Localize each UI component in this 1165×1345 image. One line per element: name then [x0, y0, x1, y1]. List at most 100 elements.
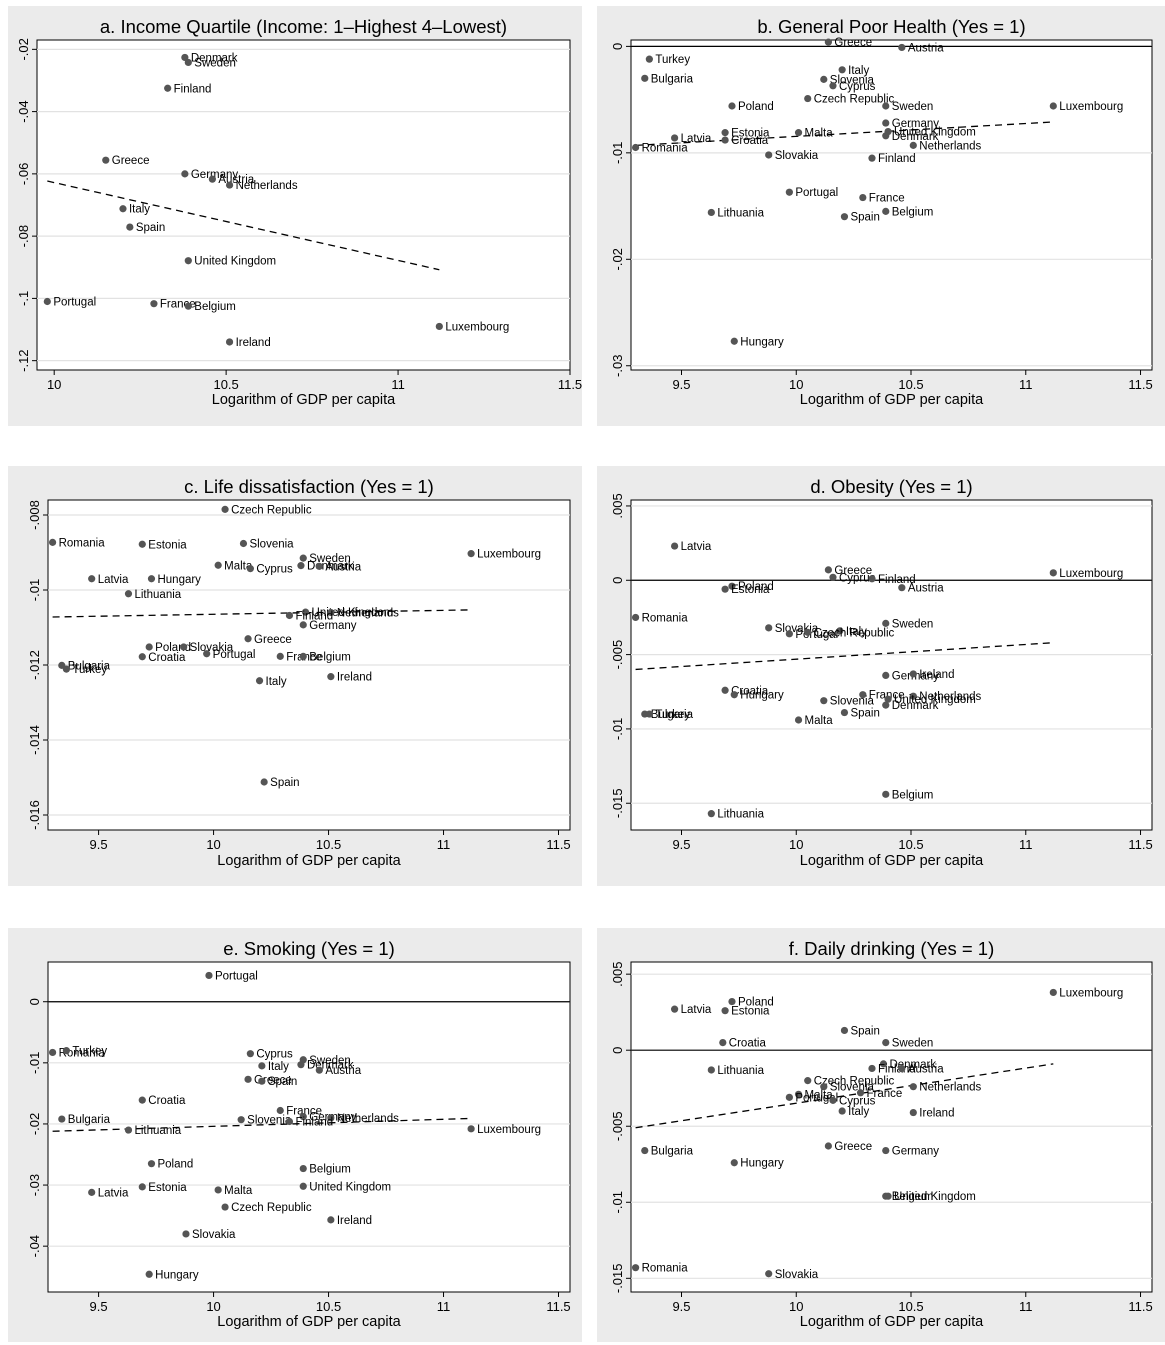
point-label: Slovakia	[192, 1229, 236, 1241]
data-point	[804, 1077, 811, 1084]
panel-d: .0050-.005-.01-.0159.5 10 10.5 11 11.5Latvia…	[597, 466, 1165, 886]
point-label: Hungary	[740, 336, 784, 348]
x-tick-label: 11.5	[1128, 1299, 1152, 1314]
x-tick-label: 9.5	[90, 837, 108, 852]
data-point	[839, 1107, 846, 1114]
x-tick-label: 10.5	[898, 837, 923, 852]
data-point	[180, 643, 187, 650]
point-label: Finland	[174, 83, 212, 95]
data-point	[708, 1066, 715, 1073]
x-tick-label: 11	[1019, 377, 1033, 392]
point-label: Spain	[270, 777, 299, 789]
point-label: Spain	[850, 1025, 879, 1037]
point-label: United Kingdom	[194, 256, 276, 268]
data-point	[882, 791, 889, 798]
data-point	[898, 1065, 905, 1072]
point-label: Sweden	[892, 101, 934, 113]
x-tick-label: 10.5	[898, 1299, 923, 1314]
point-label: Ireland	[337, 1215, 372, 1227]
data-point	[139, 1183, 146, 1190]
point-label: Netherlands	[919, 1082, 981, 1094]
y-tick-label: -.06	[16, 163, 31, 185]
data-point	[226, 181, 233, 188]
x-axis-label: Logarithm of GDP per capita	[800, 853, 984, 869]
y-tick-label: -.04	[27, 1235, 42, 1257]
y-tick-label: -.1	[16, 291, 31, 306]
data-point	[910, 670, 917, 677]
point-label: Cyprus	[256, 1049, 293, 1061]
data-point	[829, 1097, 836, 1104]
panel-b: 0-.01-.02-.039.5 10 10.5 11 11.5Greece Austri…	[597, 6, 1165, 426]
point-label: Slovenia	[247, 1115, 292, 1127]
y-tick-label: -.04	[16, 100, 31, 122]
y-tick-label: -.016	[27, 800, 42, 830]
y-tick-label: -.014	[27, 725, 42, 755]
x-tick-label: 11	[1019, 837, 1033, 852]
data-point	[300, 621, 307, 628]
x-tick-label: 11	[391, 377, 405, 392]
data-point	[882, 1147, 889, 1154]
data-point	[646, 710, 653, 717]
point-label: Luxembourg	[445, 321, 509, 333]
point-label: Italy	[266, 676, 287, 688]
data-point	[244, 1076, 251, 1083]
panel-title: a. Income Quartile (Income: 1–Highest 4–…	[100, 16, 507, 37]
x-tick-label: 11.5	[546, 1299, 570, 1314]
y-tick-label: -.12	[16, 349, 31, 371]
data-point	[728, 102, 735, 109]
point-label: Slovakia	[775, 150, 819, 162]
point-label: Poland	[738, 101, 774, 113]
point-label: Belgium	[309, 1164, 351, 1176]
data-point	[825, 39, 832, 46]
x-axis-label: Logarithm of GDP per capita	[217, 853, 401, 869]
point-label: Croatia	[148, 1095, 186, 1107]
point-label: Belgium	[194, 301, 236, 313]
x-tick-label: 10.5	[213, 377, 238, 392]
data-point	[139, 541, 146, 548]
point-label: Ireland	[236, 337, 271, 349]
panel-title: f. Daily drinking (Yes = 1)	[789, 938, 994, 959]
data-point	[327, 673, 334, 680]
data-point	[316, 563, 323, 570]
point-label: Lithuania	[717, 207, 764, 219]
point-label: Lithuania	[717, 809, 764, 821]
data-point	[804, 629, 811, 636]
panel-title: b. General Poor Health (Yes = 1)	[757, 16, 1025, 37]
data-point	[671, 134, 678, 141]
data-point	[238, 1116, 245, 1123]
data-point	[765, 1270, 772, 1277]
data-point	[820, 697, 827, 704]
data-point	[209, 176, 216, 183]
data-point	[632, 614, 639, 621]
point-label: Poland	[157, 1159, 193, 1171]
point-label: Turkey	[655, 54, 690, 66]
y-tick-label: -.02	[16, 38, 31, 60]
data-point	[181, 170, 188, 177]
data-point	[868, 1065, 875, 1072]
data-point	[641, 1147, 648, 1154]
data-point	[882, 102, 889, 109]
data-point	[859, 194, 866, 201]
x-tick-label: 11.5	[558, 377, 582, 392]
point-label: Germany	[892, 1146, 940, 1158]
data-point	[719, 1039, 726, 1046]
data-point	[119, 205, 126, 212]
data-point	[765, 151, 772, 158]
x-tick-label: 11.5	[546, 837, 570, 852]
point-label: Romania	[642, 612, 689, 624]
point-label: Romania	[642, 143, 689, 155]
data-point	[125, 590, 132, 597]
point-label: Finland	[295, 1117, 333, 1129]
x-tick-label: 11.5	[1128, 837, 1152, 852]
data-point	[829, 82, 836, 89]
y-tick-label: -.015	[610, 1263, 625, 1293]
data-point	[286, 612, 293, 619]
x-tick-label: 10	[206, 837, 220, 852]
y-tick-label: .005	[610, 962, 625, 987]
data-point	[708, 810, 715, 817]
x-tick-label: 10.5	[316, 1299, 341, 1314]
data-point	[256, 677, 263, 684]
point-label: Portugal	[53, 297, 96, 309]
data-point	[63, 666, 70, 673]
